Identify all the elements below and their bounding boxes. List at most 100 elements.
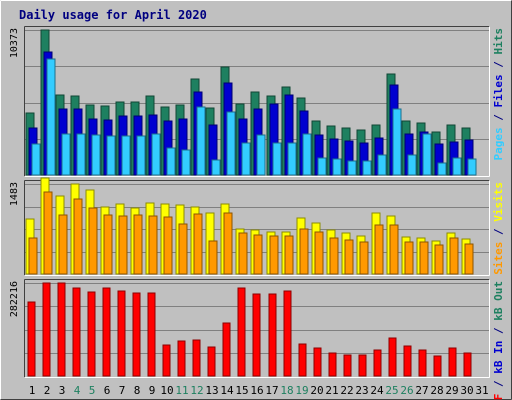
bar-top-pages-day-26: Pages 26: 1440 (407, 154, 417, 176)
bar-middle-sites-day-14: Sites 14: 1000 (223, 212, 233, 275)
bar-bottom-kb-f-day-18: kB F 18: 259000 (283, 290, 292, 377)
bar-bottom-kb-f-day-2: kB F 2: 282216 (42, 282, 51, 377)
bar-bottom-kb-f-day-13: kB F 13: 89000 (207, 346, 216, 377)
x-label-day-13: 13 (205, 384, 218, 397)
bar-top-pages-day-28: Pages 28: 880 (437, 162, 447, 176)
x-label-day-18: 18 (280, 384, 293, 397)
bar-top-pages-day-4: Pages 4: 2950 (76, 133, 86, 176)
bar-bottom-kb-f-day-5: kB F 5: 256000 (87, 291, 96, 377)
series-legend-bottom-part-0: kB F (492, 394, 505, 400)
bar-middle-sites-day-6: Sites 6: 970 (103, 214, 113, 275)
bar-middle-sites-day-25: Sites 25: 800 (389, 224, 399, 275)
x-label-day-2: 2 (44, 384, 51, 397)
x-label-day-1: 1 (29, 384, 36, 397)
bar-middle-sites-day-27: Sites 27: 520 (419, 241, 429, 275)
series-kb-f: kB F 1: 224000 kB F 2: 282216 kB F 3: 2822… (27, 282, 472, 377)
x-label-day-31: 31 (475, 384, 488, 397)
bar-middle-sites-day-22: Sites 22: 560 (344, 239, 354, 275)
bar-middle-sites-day-13: Sites 13: 550 (208, 240, 218, 275)
bar-middle-sites-day-2: Sites 2: 1350 (43, 191, 53, 275)
bar-top-pages-day-13: Pages 13: 1070 (211, 159, 221, 176)
bar-middle-sites-day-20: Sites 20: 700 (314, 231, 324, 275)
series-legend-bottom-part-2: kB In (492, 341, 505, 374)
bar-bottom-kb-f-day-11: kB F 11: 106000 (177, 340, 186, 377)
bar-middle-sites-day-16: Sites 16: 640 (253, 234, 263, 275)
bar-top-pages-day-22: Pages 22: 1000 (347, 160, 357, 176)
bar-bottom-kb-f-day-17: kB F 17: 249000 (268, 293, 277, 377)
bar-bottom-kb-f-day-7: kB F 7: 259000 (117, 290, 126, 377)
bar-middle-sites-day-1: Sites 1: 590 (28, 237, 38, 275)
x-label-day-10: 10 (160, 384, 173, 397)
series-legend-top-part-4: Hits (492, 28, 505, 55)
series-legend-middle-part-1: / (492, 222, 505, 242)
x-label-day-26: 26 (400, 384, 413, 397)
bar-top-pages-day-23: Pages 23: 1000 (362, 160, 372, 176)
panel-top: Hits 1: 4470Hits 2: 10373Hits 3: 5740Hit… (9, 26, 505, 177)
bar-middle-sites-day-4: Sites 4: 1240 (73, 198, 83, 275)
series-legend-bottom: kB F / kB In / kB Out (492, 281, 505, 400)
x-label-day-6: 6 (104, 384, 111, 397)
bar-top-pages-day-6: Pages 6: 2760 (106, 135, 116, 176)
bar-bottom-kb-f-day-24: kB F 24: 80000 (373, 349, 382, 377)
bar-top-pages-day-20: Pages 20: 1250 (317, 157, 327, 176)
y-max-label-top: 10373 (9, 28, 20, 58)
x-label-day-21: 21 (325, 384, 338, 397)
bar-bottom-kb-f-day-9: kB F 9: 253000 (147, 292, 156, 377)
bar-top-pages-day-14: Pages 14: 4500 (226, 111, 236, 176)
bar-top-pages-day-10: Pages 10: 1940 (166, 147, 176, 176)
bar-top-pages-day-3: Pages 3: 2950 (61, 133, 71, 176)
series-legend-middle-part-0: Sites (492, 242, 505, 275)
series-legend-top-part-0: Pages (492, 127, 505, 160)
x-label-day-5: 5 (89, 384, 96, 397)
x-label-day-12: 12 (190, 384, 203, 397)
bar-top-pages-day-19: Pages 19: 2950 (302, 133, 312, 176)
bar-top-pages-day-17: Pages 17: 2260 (272, 142, 282, 176)
x-label-day-22: 22 (340, 384, 353, 397)
bar-bottom-kb-f-day-14: kB F 14: 160000 (222, 322, 231, 377)
series-legend-top-part-2: Files (492, 74, 505, 107)
series-pages: Pages 1: 2200 Pages 2: 8270 Pages 3: 2950 P… (31, 58, 477, 176)
bar-top-pages-day-5: Pages 5: 2880 (91, 134, 101, 176)
bar-middle-sites-day-17: Sites 17: 630 (269, 235, 279, 275)
x-label-day-15: 15 (235, 384, 248, 397)
x-label-day-7: 7 (119, 384, 126, 397)
x-label-day-27: 27 (415, 384, 428, 397)
y-max-label-bottom: 282216 (9, 281, 20, 317)
bar-top-pages-day-29: Pages 29: 1250 (452, 157, 462, 176)
bar-bottom-kb-f-day-4: kB F 4: 266000 (72, 287, 81, 377)
bar-top-pages-day-12: Pages 12: 4880 (196, 106, 206, 176)
bar-top-pages-day-16: Pages 16: 2880 (256, 134, 266, 176)
series-legend-top: Pages / Files / Hits (492, 28, 505, 161)
bar-bottom-kb-f-day-3: kB F 3: 282216 (57, 282, 66, 377)
bar-middle-sites-day-21: Sites 21: 600 (329, 237, 339, 275)
bar-middle-sites-day-3: Sites 3: 970 (58, 214, 68, 275)
y-max-label-middle: 1483 (9, 182, 20, 206)
x-label-day-9: 9 (149, 384, 156, 397)
x-label-day-23: 23 (355, 384, 368, 397)
bar-middle-sites-day-23: Sites 23: 520 (359, 241, 369, 275)
bar-middle-sites-day-12: Sites 12: 990 (193, 213, 203, 275)
bar-bottom-kb-f-day-30: kB F 30: 70000 (463, 352, 472, 377)
x-label-day-16: 16 (250, 384, 263, 397)
bar-top-pages-day-30: Pages 30: 1130 (467, 158, 477, 176)
series-legend-bottom-part-1: / (492, 374, 505, 394)
x-label-day-11: 11 (175, 384, 188, 397)
x-label-day-29: 29 (445, 384, 458, 397)
series-legend-middle-part-2: Visits (492, 182, 505, 222)
bar-bottom-kb-f-day-26: kB F 26: 91000 (403, 345, 412, 377)
x-label-day-17: 17 (265, 384, 278, 397)
bar-middle-sites-day-29: Sites 29: 590 (449, 237, 459, 275)
x-label-day-3: 3 (59, 384, 66, 397)
bar-bottom-kb-f-day-29: kB F 29: 85000 (448, 347, 457, 377)
x-label-day-19: 19 (295, 384, 308, 397)
bar-middle-sites-day-11: Sites 11: 830 (178, 223, 188, 275)
bar-top-pages-day-11: Pages 11: 1760 (181, 149, 191, 176)
bar-bottom-kb-f-day-1: kB F 1: 224000 (27, 301, 36, 377)
bar-middle-sites-day-30: Sites 30: 500 (464, 243, 474, 275)
bar-middle-sites-day-28: Sites 28: 470 (434, 244, 444, 275)
x-axis-labels: 1 2 3 4 5 6 7 8 9 10 11 12 13 14 15 16 17 18 19 20 21 22 23 24 2… (29, 384, 489, 397)
bar-top-pages-day-9: Pages 9: 2950 (151, 133, 161, 176)
series-legend-bottom-part-3: / (492, 321, 505, 341)
bar-top-pages-day-8: Pages 8: 2820 (136, 135, 146, 176)
